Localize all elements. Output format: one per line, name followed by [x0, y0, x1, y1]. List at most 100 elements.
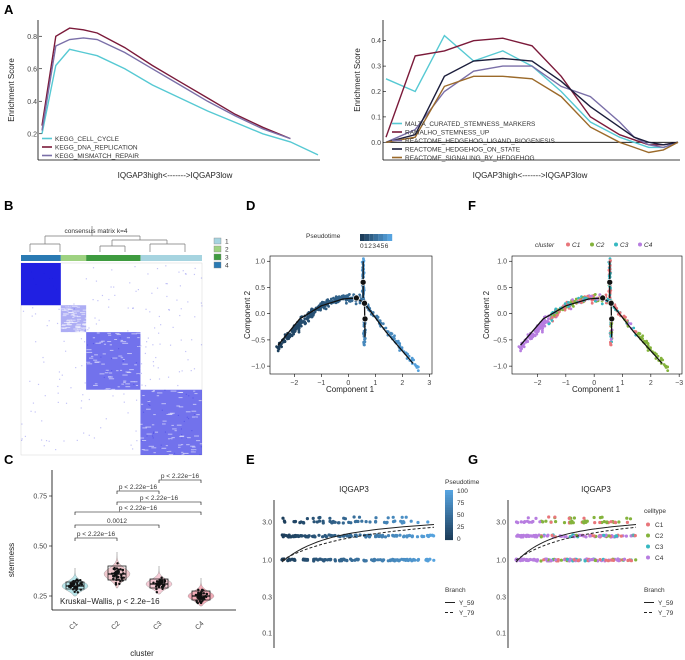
- cell-point: [308, 313, 312, 317]
- f-ylabel: Component 2: [482, 290, 491, 339]
- heatmap-texture: [196, 414, 200, 416]
- cell-point: [295, 325, 299, 329]
- heatmap-texture: [133, 381, 138, 383]
- g-branch-title: Branch: [644, 587, 665, 594]
- heatmap-texture: [140, 423, 143, 425]
- heatmap-texture: [179, 392, 183, 394]
- expression-point: [321, 558, 325, 562]
- expression-point: [534, 516, 538, 521]
- heatmap-texture: [63, 322, 69, 324]
- gsea-right-xlabel: IQGAP3high<------->IQGAP3low: [473, 171, 588, 180]
- heatmap-noise: [187, 359, 189, 361]
- pseudotime-colorbar-step: [445, 495, 453, 498]
- heatmap-noise: [179, 285, 182, 287]
- heatmap-noise: [37, 383, 40, 386]
- expression-point: [321, 521, 325, 525]
- heatmap-noise: [157, 367, 159, 369]
- heatmap-texture: [125, 383, 130, 385]
- cluster-legend-swatch-3: [213, 253, 222, 261]
- heatmap-texture: [116, 334, 121, 336]
- heatmap-texture: [120, 339, 124, 341]
- expression-point: [415, 535, 420, 539]
- heatmap-noise: [177, 384, 179, 387]
- x-tick-label: 0: [346, 380, 350, 387]
- bracket-label: 0.0012: [107, 518, 127, 525]
- cell-point: [311, 313, 315, 317]
- pseudotime-colorbar-step: [445, 525, 453, 528]
- heatmap-texture: [122, 363, 128, 365]
- heatmap-noise: [97, 300, 99, 302]
- pseudotime-colorbar-step: [445, 512, 453, 516]
- heatmap-texture: [122, 358, 125, 360]
- heatmap-noise: [43, 445, 45, 447]
- heatmap-texture: [107, 341, 112, 343]
- heatmap-texture: [61, 324, 66, 326]
- heatmap-texture: [148, 445, 155, 447]
- expression-point: [520, 535, 525, 539]
- heatmap-texture: [190, 445, 195, 447]
- series-line-1: [41, 27, 291, 140]
- heatmap-noise: [135, 290, 137, 292]
- cluster-legend-label: C3: [620, 242, 629, 249]
- cell-point: [556, 313, 559, 317]
- heatmap-noise: [146, 341, 148, 343]
- data-point: [115, 567, 119, 570]
- heatmap-noise: [87, 329, 89, 331]
- cell-point: [641, 337, 644, 341]
- heatmap-noise: [98, 319, 100, 321]
- data-point: [197, 588, 200, 592]
- heatmap-noise: [110, 286, 112, 288]
- heatmap-texture: [134, 364, 137, 366]
- pseudotime-colorbar-step: [445, 535, 453, 538]
- heatmap-texture: [120, 341, 127, 343]
- heatmap-noise: [167, 376, 170, 378]
- pseudotime-gradient-step: [383, 234, 388, 241]
- heatmap-texture: [62, 315, 67, 317]
- cell-point: [306, 319, 310, 322]
- cell-point: [543, 321, 547, 325]
- heatmap-texture: [186, 444, 190, 446]
- expression-point: [539, 535, 543, 539]
- heatmap-texture: [61, 327, 67, 329]
- heatmap-texture: [85, 322, 90, 324]
- heatmap-texture: [101, 363, 105, 365]
- cell-point: [546, 320, 550, 323]
- heatmap-noise: [80, 338, 83, 340]
- heatmap-noise: [194, 267, 196, 270]
- cell-point: [608, 259, 612, 262]
- cell-point: [345, 301, 348, 305]
- heatmap-texture: [70, 319, 76, 321]
- y-tick-label: 0.1: [496, 631, 506, 638]
- cell-point: [276, 349, 280, 353]
- heatmap-texture: [119, 369, 123, 371]
- cell-point: [583, 296, 587, 300]
- heatmap-texture: [82, 327, 89, 329]
- expression-point: [407, 533, 412, 538]
- heatmap-noise: [70, 387, 72, 389]
- data-point: [75, 588, 78, 592]
- heatmap-texture: [86, 363, 93, 365]
- expression-point: [305, 558, 310, 562]
- cell-point: [605, 301, 608, 305]
- cell-point: [604, 293, 608, 297]
- data-point: [115, 575, 119, 578]
- data-point: [199, 597, 202, 600]
- expression-point: [374, 519, 378, 524]
- e-branch-title: Branch: [445, 587, 466, 594]
- cell-point: [593, 293, 597, 296]
- heatmap-texture: [191, 416, 198, 418]
- heatmap-noise: [136, 440, 138, 442]
- colorbar-tick-label: 75: [457, 500, 465, 507]
- heatmap-noise: [200, 302, 202, 304]
- heatmap-noise: [22, 310, 25, 312]
- cell-point: [326, 298, 330, 302]
- heatmap-noise: [59, 378, 61, 380]
- expression-point: [314, 557, 318, 561]
- heatmap-noise: [80, 400, 83, 402]
- heatmap-noise: [34, 411, 36, 413]
- panel-label-f: F: [468, 198, 476, 213]
- heatmap-noise: [184, 273, 187, 275]
- heatmap-noise: [145, 308, 147, 310]
- cell-point: [303, 320, 306, 323]
- heatmap-texture: [109, 372, 113, 374]
